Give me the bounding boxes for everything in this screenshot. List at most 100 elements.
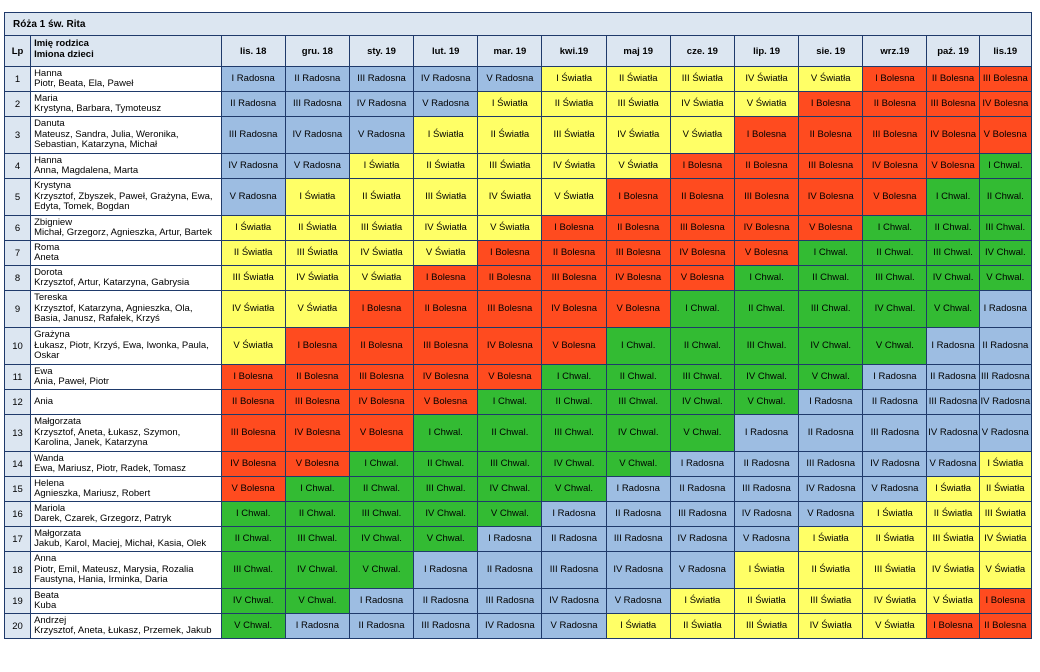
mystery-cell: III Radosna <box>605 526 671 552</box>
mystery-cell: I Chwal. <box>798 240 864 266</box>
month-header: sie. 19 <box>798 35 864 67</box>
table-row: 19 Beata Kuba IV Chwal. V Chwal. I Radosna II … <box>3 588 1033 614</box>
parent-name: Dorota <box>34 266 63 278</box>
mystery-cell: II Radosna <box>798 414 864 452</box>
mystery-cell: I Radosna <box>669 451 735 477</box>
mystery-cell: IV Bolesna <box>605 265 671 291</box>
mystery-cell: I Chwal. <box>733 265 800 291</box>
parent-header: Imię rodzica <box>34 38 89 49</box>
mystery-cell: III Bolesna <box>541 265 607 291</box>
mystery-cell: III Światła <box>978 501 1033 527</box>
family-cell: Wanda Ewa, Mariusz, Piotr, Radek, Tomasz <box>30 451 222 477</box>
children-names: Mateusz, Sandra, Julia, Weronika, <box>34 128 179 140</box>
children-names: Krzysztof, Zbyszek, Paweł, Grażyna, Ewa, <box>34 190 213 202</box>
mystery-cell: III Chwal. <box>284 526 350 552</box>
mystery-cell: II Bolesna <box>220 389 286 415</box>
mystery-cell: V Bolesna <box>413 389 479 415</box>
month-header: kwi.19 <box>541 35 607 67</box>
mystery-cell: III Radosna <box>413 613 479 639</box>
mystery-cell: II Bolesna <box>733 153 800 179</box>
mystery-cell: V Światła <box>733 91 800 117</box>
family-cell: Hanna Anna, Magdalena, Marta <box>30 153 222 179</box>
month-header: mar. 19 <box>477 35 543 67</box>
mystery-cell: I Chwal. <box>605 327 671 365</box>
month-header: sty. 19 <box>348 35 415 67</box>
mystery-cell: II Bolesna <box>798 116 864 154</box>
family-cell: Danuta Mateusz, Sandra, Julia, Weronika, S… <box>30 116 222 154</box>
mystery-cell: IV Bolesna <box>978 91 1033 117</box>
mystery-cell: II Światła <box>477 116 543 154</box>
parent-name: Maria <box>34 92 58 104</box>
mystery-cell: IV Bolesna <box>413 364 479 390</box>
mystery-cell: IV Światła <box>541 153 607 179</box>
family-cell: Anna Piotr, Emil, Mateusz, Marysia, Rozal… <box>30 551 222 589</box>
mystery-cell: II Chwal. <box>541 389 607 415</box>
mystery-cell: I Bolesna <box>669 153 735 179</box>
mystery-cell: II Bolesna <box>926 66 980 92</box>
mystery-cell: I Chwal. <box>541 364 607 390</box>
mystery-cell: II Światła <box>284 215 350 241</box>
parent-name: Beata <box>34 589 59 601</box>
mystery-cell: V Chwal. <box>926 290 980 328</box>
children-names: Ania, Paweł, Piotr <box>34 376 110 387</box>
mystery-cell: III Chwal. <box>477 451 543 477</box>
parent-name: Hanna <box>34 67 63 79</box>
month-header: lip. 19 <box>733 35 800 67</box>
parent-name: Roma <box>34 241 60 253</box>
row-number: 12 <box>3 389 32 415</box>
children-names: Sebastian, Katarzyna, Michał <box>34 139 158 151</box>
row-number: 7 <box>3 240 32 266</box>
month-header: paź. 19 <box>926 35 980 67</box>
family-cell: Roma Aneta <box>30 240 222 266</box>
mystery-cell: II Chwal. <box>798 265 864 291</box>
mystery-cell: III Chwal. <box>733 327 800 365</box>
parent-name: Grażyna <box>34 329 70 341</box>
parent-name: Helena <box>34 477 65 489</box>
mystery-cell: II Radosna <box>733 451 800 477</box>
children-names: Piotr, Beata, Ela, Paweł <box>34 78 134 89</box>
mystery-cell: IV Bolesna <box>926 116 980 154</box>
mystery-cell: V Chwal. <box>348 551 415 589</box>
mystery-cell: V Radosna <box>413 91 479 117</box>
mystery-cell: I Radosna <box>477 526 543 552</box>
table-row: 3 Danuta Mateusz, Sandra, Julia, Weronika,… <box>3 116 1033 154</box>
row-number: 3 <box>3 116 32 154</box>
family-cell: Maria Krystyna, Barbara, Tymoteusz <box>30 91 222 117</box>
mystery-cell: I Chwal. <box>348 451 415 477</box>
mystery-cell: I Światła <box>669 588 735 614</box>
mystery-cell: I Bolesna <box>733 116 800 154</box>
mystery-cell: I Bolesna <box>413 265 479 291</box>
mystery-cell: II Radosna <box>477 551 543 589</box>
row-number: 1 <box>3 66 32 92</box>
mystery-cell: V Bolesna <box>477 364 543 390</box>
mystery-cell: I Światła <box>605 613 671 639</box>
mystery-cell: V Bolesna <box>733 240 800 266</box>
month-header: cze. 19 <box>669 35 735 67</box>
table-row: 7 Roma Aneta II Światła III Światła IV Światł… <box>3 240 1033 266</box>
parent-name: Małgorzata <box>34 416 82 428</box>
mystery-cell: I Radosna <box>978 290 1033 328</box>
mystery-cell: I Światła <box>220 215 286 241</box>
mystery-cell: II Radosna <box>220 91 286 117</box>
mystery-cell: V Światła <box>220 327 286 365</box>
mystery-cell: I Bolesna <box>798 91 864 117</box>
mystery-cell: II Światła <box>220 240 286 266</box>
mystery-cell: IV Bolesna <box>541 290 607 328</box>
mystery-cell: IV Radosna <box>477 613 543 639</box>
mystery-cell: I Chwal. <box>477 389 543 415</box>
mystery-cell: V Radosna <box>605 588 671 614</box>
mystery-cell: V Radosna <box>926 451 980 477</box>
mystery-cell: II Radosna <box>541 526 607 552</box>
mystery-cell: V Radosna <box>862 476 928 502</box>
mystery-cell: IV Bolesna <box>862 153 928 179</box>
children-names: Krystyna, Barbara, Tymoteusz <box>34 103 162 114</box>
mystery-cell: IV Chwal. <box>669 389 735 415</box>
family-cell: Małgorzata Jakub, Karol, Maciej, Michał, … <box>30 526 222 552</box>
mystery-cell: IV Chwal. <box>978 240 1033 266</box>
name-header: Imię rodzica Imiona dzieci <box>30 35 222 67</box>
mystery-cell: II Światła <box>862 526 928 552</box>
month-header: lis. 18 <box>220 35 286 67</box>
mystery-cell: II Chwal. <box>978 178 1033 216</box>
mystery-cell: III Światła <box>220 265 286 291</box>
mystery-cell: V Chwal. <box>669 414 735 452</box>
